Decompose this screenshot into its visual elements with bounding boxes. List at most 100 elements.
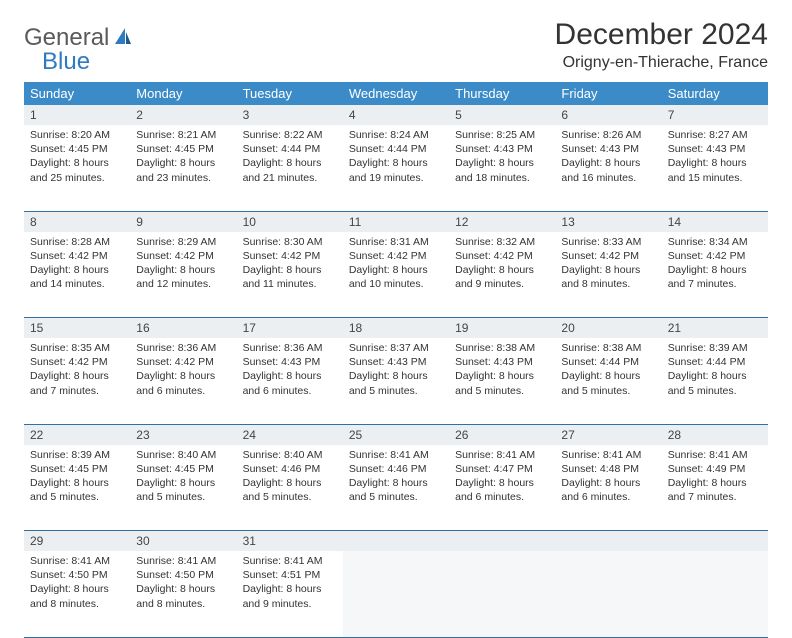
- daylight-text-2: and 6 minutes.: [561, 490, 655, 504]
- day-number: 25: [343, 424, 449, 445]
- daylight-text-1: Daylight: 8 hours: [561, 369, 655, 383]
- day-details: Sunrise: 8:25 AMSunset: 4:43 PMDaylight:…: [449, 125, 555, 191]
- sunset-text: Sunset: 4:42 PM: [349, 249, 443, 263]
- day-details: Sunrise: 8:31 AMSunset: 4:42 PMDaylight:…: [343, 232, 449, 298]
- sunrise-text: Sunrise: 8:31 AM: [349, 235, 443, 249]
- daylight-text-2: and 5 minutes.: [136, 490, 230, 504]
- day-number: 31: [237, 531, 343, 552]
- sunset-text: Sunset: 4:45 PM: [136, 462, 230, 476]
- day-cell: Sunrise: 8:20 AMSunset: 4:45 PMDaylight:…: [24, 125, 130, 211]
- sunset-text: Sunset: 4:44 PM: [243, 142, 337, 156]
- calendar-table: Sunday Monday Tuesday Wednesday Thursday…: [24, 82, 768, 638]
- week-row: Sunrise: 8:20 AMSunset: 4:45 PMDaylight:…: [24, 125, 768, 211]
- daylight-text-1: Daylight: 8 hours: [668, 476, 762, 490]
- sunset-text: Sunset: 4:42 PM: [668, 249, 762, 263]
- sunrise-text: Sunrise: 8:36 AM: [136, 341, 230, 355]
- day-cell: Sunrise: 8:36 AMSunset: 4:43 PMDaylight:…: [237, 338, 343, 424]
- daylight-text-1: Daylight: 8 hours: [243, 476, 337, 490]
- weekday-header: Friday: [555, 82, 661, 105]
- day-number: 19: [449, 318, 555, 339]
- daylight-text-2: and 11 minutes.: [243, 277, 337, 291]
- day-details: Sunrise: 8:41 AMSunset: 4:46 PMDaylight:…: [343, 445, 449, 511]
- weekday-header: Tuesday: [237, 82, 343, 105]
- sunrise-text: Sunrise: 8:40 AM: [136, 448, 230, 462]
- day-number: 6: [555, 105, 661, 125]
- daylight-text-2: and 7 minutes.: [668, 490, 762, 504]
- day-number: 30: [130, 531, 236, 552]
- day-cell: Sunrise: 8:34 AMSunset: 4:42 PMDaylight:…: [662, 232, 768, 318]
- day-details: Sunrise: 8:26 AMSunset: 4:43 PMDaylight:…: [555, 125, 661, 191]
- sunrise-text: Sunrise: 8:28 AM: [30, 235, 124, 249]
- sunrise-text: Sunrise: 8:41 AM: [349, 448, 443, 462]
- daylight-text-2: and 6 minutes.: [243, 384, 337, 398]
- day-cell: Sunrise: 8:22 AMSunset: 4:44 PMDaylight:…: [237, 125, 343, 211]
- sunrise-text: Sunrise: 8:41 AM: [668, 448, 762, 462]
- day-number: 18: [343, 318, 449, 339]
- day-number: 4: [343, 105, 449, 125]
- daylight-text-1: Daylight: 8 hours: [243, 263, 337, 277]
- day-number: 12: [449, 211, 555, 232]
- day-details: Sunrise: 8:36 AMSunset: 4:43 PMDaylight:…: [237, 338, 343, 404]
- day-cell: [662, 551, 768, 637]
- day-details: Sunrise: 8:33 AMSunset: 4:42 PMDaylight:…: [555, 232, 661, 298]
- sunrise-text: Sunrise: 8:39 AM: [668, 341, 762, 355]
- weekday-header-row: Sunday Monday Tuesday Wednesday Thursday…: [24, 82, 768, 105]
- location: Origny-en-Thierache, France: [555, 54, 768, 72]
- day-details: Sunrise: 8:39 AMSunset: 4:45 PMDaylight:…: [24, 445, 130, 511]
- sunset-text: Sunset: 4:47 PM: [455, 462, 549, 476]
- day-number: 21: [662, 318, 768, 339]
- weekday-header: Sunday: [24, 82, 130, 105]
- day-details: Sunrise: 8:21 AMSunset: 4:45 PMDaylight:…: [130, 125, 236, 191]
- sunset-text: Sunset: 4:45 PM: [136, 142, 230, 156]
- daylight-text-1: Daylight: 8 hours: [349, 369, 443, 383]
- sunrise-text: Sunrise: 8:24 AM: [349, 128, 443, 142]
- sunrise-text: Sunrise: 8:37 AM: [349, 341, 443, 355]
- day-details: Sunrise: 8:24 AMSunset: 4:44 PMDaylight:…: [343, 125, 449, 191]
- day-cell: Sunrise: 8:39 AMSunset: 4:44 PMDaylight:…: [662, 338, 768, 424]
- day-cell: Sunrise: 8:26 AMSunset: 4:43 PMDaylight:…: [555, 125, 661, 211]
- daylight-text-1: Daylight: 8 hours: [30, 156, 124, 170]
- day-details: Sunrise: 8:39 AMSunset: 4:44 PMDaylight:…: [662, 338, 768, 404]
- day-details: Sunrise: 8:38 AMSunset: 4:44 PMDaylight:…: [555, 338, 661, 404]
- sunset-text: Sunset: 4:44 PM: [668, 355, 762, 369]
- sunrise-text: Sunrise: 8:30 AM: [243, 235, 337, 249]
- daylight-text-1: Daylight: 8 hours: [561, 476, 655, 490]
- day-number: 29: [24, 531, 130, 552]
- day-cell: Sunrise: 8:33 AMSunset: 4:42 PMDaylight:…: [555, 232, 661, 318]
- day-cell: Sunrise: 8:41 AMSunset: 4:51 PMDaylight:…: [237, 551, 343, 637]
- sunrise-text: Sunrise: 8:38 AM: [455, 341, 549, 355]
- day-number: 27: [555, 424, 661, 445]
- sunset-text: Sunset: 4:43 PM: [455, 355, 549, 369]
- day-details: Sunrise: 8:35 AMSunset: 4:42 PMDaylight:…: [24, 338, 130, 404]
- daylight-text-1: Daylight: 8 hours: [668, 156, 762, 170]
- day-cell: Sunrise: 8:41 AMSunset: 4:47 PMDaylight:…: [449, 445, 555, 531]
- day-cell: Sunrise: 8:39 AMSunset: 4:45 PMDaylight:…: [24, 445, 130, 531]
- day-details: Sunrise: 8:41 AMSunset: 4:47 PMDaylight:…: [449, 445, 555, 511]
- day-cell: Sunrise: 8:41 AMSunset: 4:50 PMDaylight:…: [130, 551, 236, 637]
- day-number: 11: [343, 211, 449, 232]
- daylight-text-2: and 5 minutes.: [561, 384, 655, 398]
- daylight-text-2: and 19 minutes.: [349, 171, 443, 185]
- sunrise-text: Sunrise: 8:41 AM: [455, 448, 549, 462]
- day-cell: Sunrise: 8:40 AMSunset: 4:46 PMDaylight:…: [237, 445, 343, 531]
- daylight-text-1: Daylight: 8 hours: [349, 263, 443, 277]
- day-details: Sunrise: 8:41 AMSunset: 4:50 PMDaylight:…: [130, 551, 236, 617]
- sunrise-text: Sunrise: 8:41 AM: [30, 554, 124, 568]
- daylight-text-2: and 16 minutes.: [561, 171, 655, 185]
- sunset-text: Sunset: 4:46 PM: [349, 462, 443, 476]
- daylight-text-1: Daylight: 8 hours: [243, 582, 337, 596]
- day-details: Sunrise: 8:34 AMSunset: 4:42 PMDaylight:…: [662, 232, 768, 298]
- day-details: Sunrise: 8:38 AMSunset: 4:43 PMDaylight:…: [449, 338, 555, 404]
- daylight-text-1: Daylight: 8 hours: [668, 263, 762, 277]
- day-number: 13: [555, 211, 661, 232]
- daylight-text-2: and 7 minutes.: [30, 384, 124, 398]
- daylight-text-1: Daylight: 8 hours: [668, 369, 762, 383]
- day-details: Sunrise: 8:22 AMSunset: 4:44 PMDaylight:…: [237, 125, 343, 191]
- day-number: 9: [130, 211, 236, 232]
- daynum-row: 1234567: [24, 105, 768, 125]
- sunset-text: Sunset: 4:42 PM: [561, 249, 655, 263]
- sunrise-text: Sunrise: 8:22 AM: [243, 128, 337, 142]
- sunrise-text: Sunrise: 8:34 AM: [668, 235, 762, 249]
- daylight-text-2: and 5 minutes.: [455, 384, 549, 398]
- daylight-text-2: and 10 minutes.: [349, 277, 443, 291]
